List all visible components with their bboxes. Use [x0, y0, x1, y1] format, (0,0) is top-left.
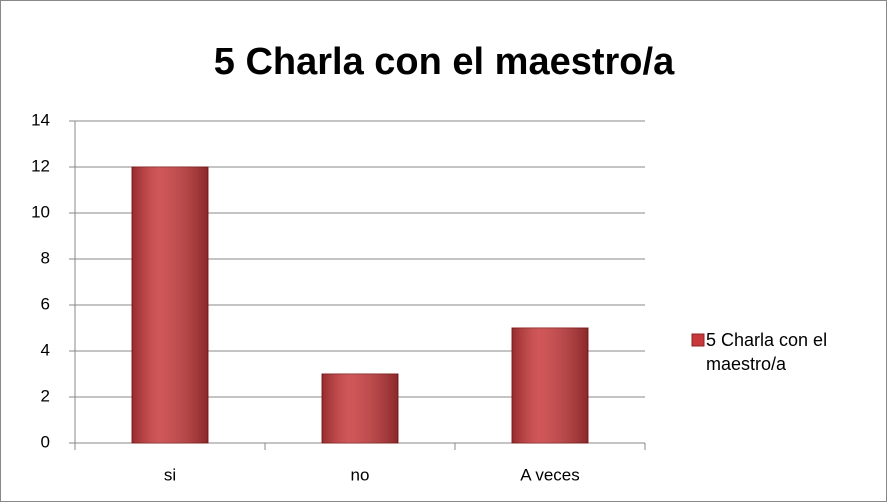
bar — [511, 327, 589, 444]
bar — [321, 373, 399, 444]
legend-marker — [691, 333, 705, 347]
x-tick-label: A veces — [520, 465, 580, 484]
legend-label: 5 Charla con el maestro/a — [706, 330, 828, 374]
y-tick-label: 6 — [41, 294, 50, 313]
chart-title: 5 Charla con el maestro/a — [214, 41, 675, 83]
bar — [131, 166, 209, 444]
x-tick-label: no — [351, 465, 370, 484]
y-tick-label: 4 — [41, 340, 50, 359]
y-tick-label: 0 — [41, 432, 50, 451]
y-tick-label: 14 — [31, 110, 50, 129]
y-tick-label: 2 — [41, 386, 50, 405]
y-tick-label: 8 — [41, 248, 50, 267]
x-tick-label: si — [164, 465, 176, 484]
y-tick-label: 10 — [31, 202, 50, 221]
y-tick-label: 12 — [31, 156, 50, 175]
